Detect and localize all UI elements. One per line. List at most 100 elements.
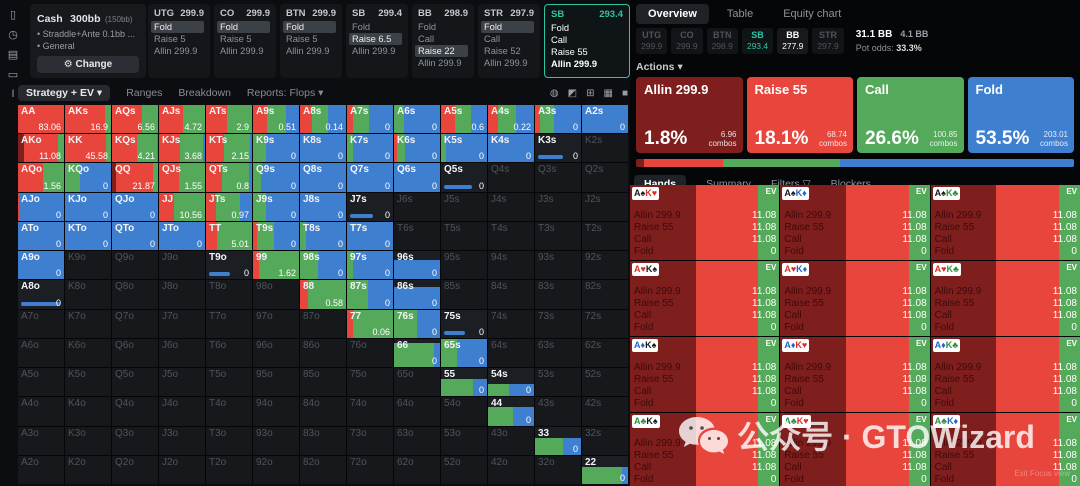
matrix-cell-T3o[interactable]: T3o [206,426,252,455]
actions-dropdown[interactable]: Actions ▾ [636,60,683,73]
matrix-cell-A6s[interactable]: A6s 0 [394,105,440,134]
matrix-cell-32s[interactable]: 32s [582,426,628,455]
matrix-cell-52s[interactable]: 52s [582,368,628,397]
action-option[interactable]: Fold [418,22,437,32]
matrix-cell-Q3o[interactable]: Q3o [112,426,158,455]
matrix-cell-A4o[interactable]: A4o [18,397,64,426]
matrix-cell-QJs[interactable]: QJs 1.55 [159,163,205,192]
action-option[interactable]: Raise 5 [220,34,252,45]
matrix-cell-AA[interactable]: AA 83.06 [18,105,64,134]
matrix-cell-J7s[interactable]: J7s 0 [347,192,393,221]
hand-detail-AhKc[interactable]: A♥K♣ EV Allin 299.9 11.08 Raise 55 11.08 Call 1… [930,261,1080,336]
matrix-cell-76s[interactable]: 76s 0 [394,309,440,338]
matrix-cell-KQo[interactable]: KQo 0 [65,163,111,192]
matrix-cell-K2s[interactable]: K2s [582,134,628,163]
matrix-cell-K4o[interactable]: K4o [65,397,111,426]
matrix-cell-Q2o[interactable]: Q2o [112,455,158,484]
matrix-cell-54o[interactable]: 54o [441,397,487,426]
matrix-cell-T5s[interactable]: T5s [441,221,487,251]
matrix-cell-63o[interactable]: 63o [394,426,440,455]
matrix-cell-T9o[interactable]: T9o 0 [206,251,252,280]
matrix-cell-99[interactable]: 99 1.62 [253,251,299,280]
matrix-cell-A8s[interactable]: A8s 0.14 [300,105,346,134]
matrix-cell-T8o[interactable]: T8o [206,280,252,309]
matrix-cell-K5o[interactable]: K5o [65,368,111,397]
hand-detail-AdKc[interactable]: A♦K♣ EV Allin 299.9 11.08 Raise 55 11.08 Call 1… [930,337,1080,412]
matrix-cell-J3s[interactable]: J3s [535,192,581,221]
matrix-cell-KTo[interactable]: KTo 0 [65,221,111,251]
matrix-cell-K9o[interactable]: K9o [65,251,111,280]
matrix-tab-strategy-ev[interactable]: Strategy + EV ▾ [18,85,111,101]
hand-detail-AdKs[interactable]: A♦K♠ EV Allin 299.9 11.08 Raise 55 11.08 Call 1… [630,337,780,412]
matrix-cell-87o[interactable]: 87o [300,309,346,338]
position-chip-btn[interactable]: BTN 298.9 [706,28,738,54]
bookmark-icon[interactable]: ▯ [9,9,17,21]
action-card-fold[interactable]: Fold 53.5% 203.01 combos [967,76,1074,153]
matrix-cell-A3s[interactable]: A3s 0 [535,105,581,134]
action-option[interactable]: Call [418,34,435,45]
grid-icon[interactable]: ▦ [603,87,613,99]
matrix-cell-92s[interactable]: 92s [582,251,628,280]
matrix-cell-QTs[interactable]: QTs 0.8 [206,163,252,192]
action-option[interactable]: Raise 6.5 [349,33,402,46]
eye-icon[interactable]: ◍ [549,87,559,99]
matrix-cell-85s[interactable]: 85s [441,280,487,309]
position-chip-bb[interactable]: BB 277.9 [777,28,809,54]
position-panel-btn[interactable]: BTN 299.9 Fold Raise 5 Allin 299.9 [280,4,342,78]
matrix-cell-52o[interactable]: 52o [441,455,487,484]
matrix-cell-54s[interactable]: 54s 0 [488,368,534,397]
action-option[interactable]: Fold [352,22,371,32]
matrix-cell-T5o[interactable]: T5o [206,368,252,397]
contrast-icon[interactable]: ◩ [567,87,578,99]
matrix-cell-75o[interactable]: 75o [347,368,393,397]
matrix-cell-Q4o[interactable]: Q4o [112,397,158,426]
solutions-icon[interactable]: ▭ [7,69,19,81]
matrix-cell-A3o[interactable]: A3o [18,426,64,455]
matrix-cell-53s[interactable]: 53s [535,368,581,397]
hand-detail-AcKs[interactable]: A♣K♠ EV Allin 299.9 11.08 Raise 55 11.08 Call 1… [630,413,780,486]
matrix-cell-ATo[interactable]: ATo 0 [18,221,64,251]
matrix-cell-94s[interactable]: 94s [488,251,534,280]
action-option[interactable]: Allin 299.9 [286,46,330,57]
action-option[interactable]: Allin 299.9 [551,59,597,70]
hand-detail-AdKh[interactable]: A♦K♥ EV Allin 299.9 11.08 Raise 55 11.08 Call 1… [780,337,930,412]
matrix-cell-74s[interactable]: 74s [488,309,534,338]
matrix-cell-A7o[interactable]: A7o [18,309,64,338]
matrix-cell-QJo[interactable]: QJo 0 [112,192,158,221]
matrix-cell-T7s[interactable]: T7s 0 [347,221,393,251]
matrix-cell-Q6o[interactable]: Q6o [112,338,158,368]
matrix-cell-K7s[interactable]: K7s 0 [347,134,393,163]
matrix-cell-32o[interactable]: 32o [535,455,581,484]
matrix-cell-K2o[interactable]: K2o [65,455,111,484]
matrix-cell-QQ[interactable]: QQ 21.87 [112,163,158,192]
matrix-cell-94o[interactable]: 94o [253,397,299,426]
matrix-cell-Q6s[interactable]: Q6s 0 [394,163,440,192]
matrix-cell-93s[interactable]: 93s [535,251,581,280]
matrix-cell-T7o[interactable]: T7o [206,309,252,338]
matrix-cell-42o[interactable]: 42o [488,455,534,484]
matrix-cell-64s[interactable]: 64s [488,338,534,368]
matrix-cell-T2o[interactable]: T2o [206,455,252,484]
hand-detail-AcKh[interactable]: A♣K♥ EV Allin 299.9 11.08 Raise 55 11.08 Call 1… [780,413,930,486]
matrix-cell-JJ[interactable]: JJ 10.56 [159,192,205,221]
matrix-cell-T2s[interactable]: T2s [582,221,628,251]
matrix-cell-J6o[interactable]: J6o [159,338,205,368]
matrix-cell-ATs[interactable]: ATs 2.9 [206,105,252,134]
matrix-cell-T6o[interactable]: T6o [206,338,252,368]
matrix-cell-J5o[interactable]: J5o [159,368,205,397]
matrix-cell-K6o[interactable]: K6o [65,338,111,368]
matrix-cell-K8s[interactable]: K8s 0 [300,134,346,163]
matrix-cell-Q3s[interactable]: Q3s [535,163,581,192]
matrix-cell-97o[interactable]: 97o [253,309,299,338]
matrix-cell-86s[interactable]: 86s 0 [394,280,440,309]
matrix-cell-Q7o[interactable]: Q7o [112,309,158,338]
matrix-cell-82o[interactable]: 82o [300,455,346,484]
matrix-tab-reports-flops[interactable]: Reports: Flops ▾ [246,87,324,99]
position-panel-utg[interactable]: UTG 299.9 Fold Raise 5 Allin 299.9 [148,4,210,78]
matrix-cell-82s[interactable]: 82s [582,280,628,309]
matrix-cell-J9o[interactable]: J9o [159,251,205,280]
action-option[interactable]: Raise 55 [551,47,588,58]
matrix-cell-83o[interactable]: 83o [300,426,346,455]
fullscreen-icon[interactable]: ■ [621,87,628,99]
matrix-cell-77[interactable]: 77 0.06 [347,309,393,338]
